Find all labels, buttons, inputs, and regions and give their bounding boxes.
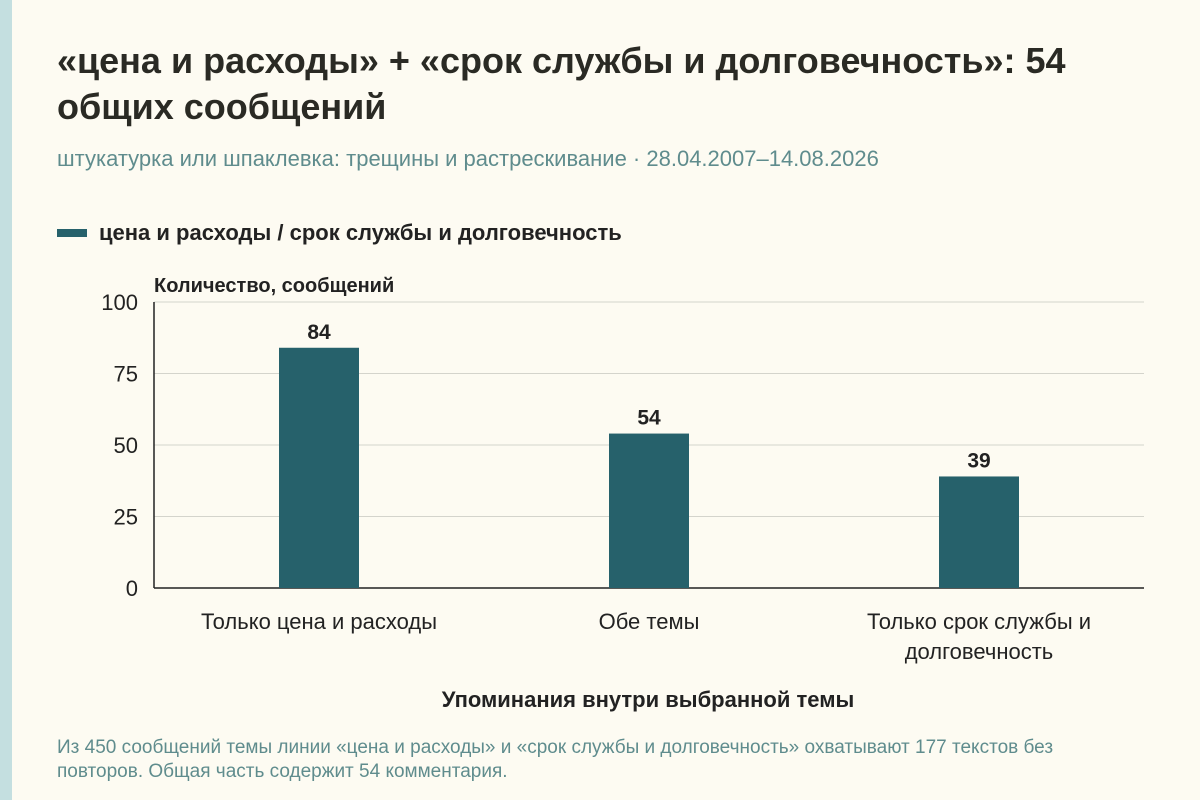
legend-swatch <box>57 229 87 237</box>
y-tick-label: 0 <box>126 576 138 601</box>
bar-value-label: 84 <box>307 321 331 344</box>
y-tick-label: 100 <box>101 290 138 315</box>
x-tick-label: Только срок службы и долговечность <box>867 609 1091 664</box>
chart-title: «цена и расходы» + «срок службы и долгов… <box>57 40 1066 127</box>
bar-value-label: 54 <box>637 407 661 430</box>
legend: цена и расходы / срок службы и долговечн… <box>57 219 622 247</box>
x-tick-label: Только цена и расходы <box>201 609 437 634</box>
y-tick-label: 25 <box>114 505 138 530</box>
tick-labels: 0 25 50 75 100 Только цена и расходы Обе темы Т… <box>101 290 1091 664</box>
bars <box>279 347 1019 588</box>
x-tick-label: Обе темы <box>599 609 700 634</box>
y-tick-label: 75 <box>114 362 138 387</box>
y-axis-title: Количество, сообщений <box>154 275 394 297</box>
chart-subtitle: штукатурка или шпаклевка: трещины и раст… <box>57 146 879 171</box>
bar <box>939 476 1019 588</box>
bar <box>609 433 689 588</box>
bar <box>279 347 359 588</box>
accent-strip <box>0 0 12 800</box>
legend-label: цена и расходы / срок службы и долговечн… <box>99 220 622 245</box>
bar-value-label: 39 <box>967 449 990 472</box>
footnote: Из 450 сообщений темы линии «цена и расх… <box>57 737 1054 782</box>
x-axis-title: Упоминания внутри выбранной темы <box>442 687 855 712</box>
y-tick-label: 50 <box>114 433 138 458</box>
data-labels: 84 54 39 <box>307 321 990 473</box>
